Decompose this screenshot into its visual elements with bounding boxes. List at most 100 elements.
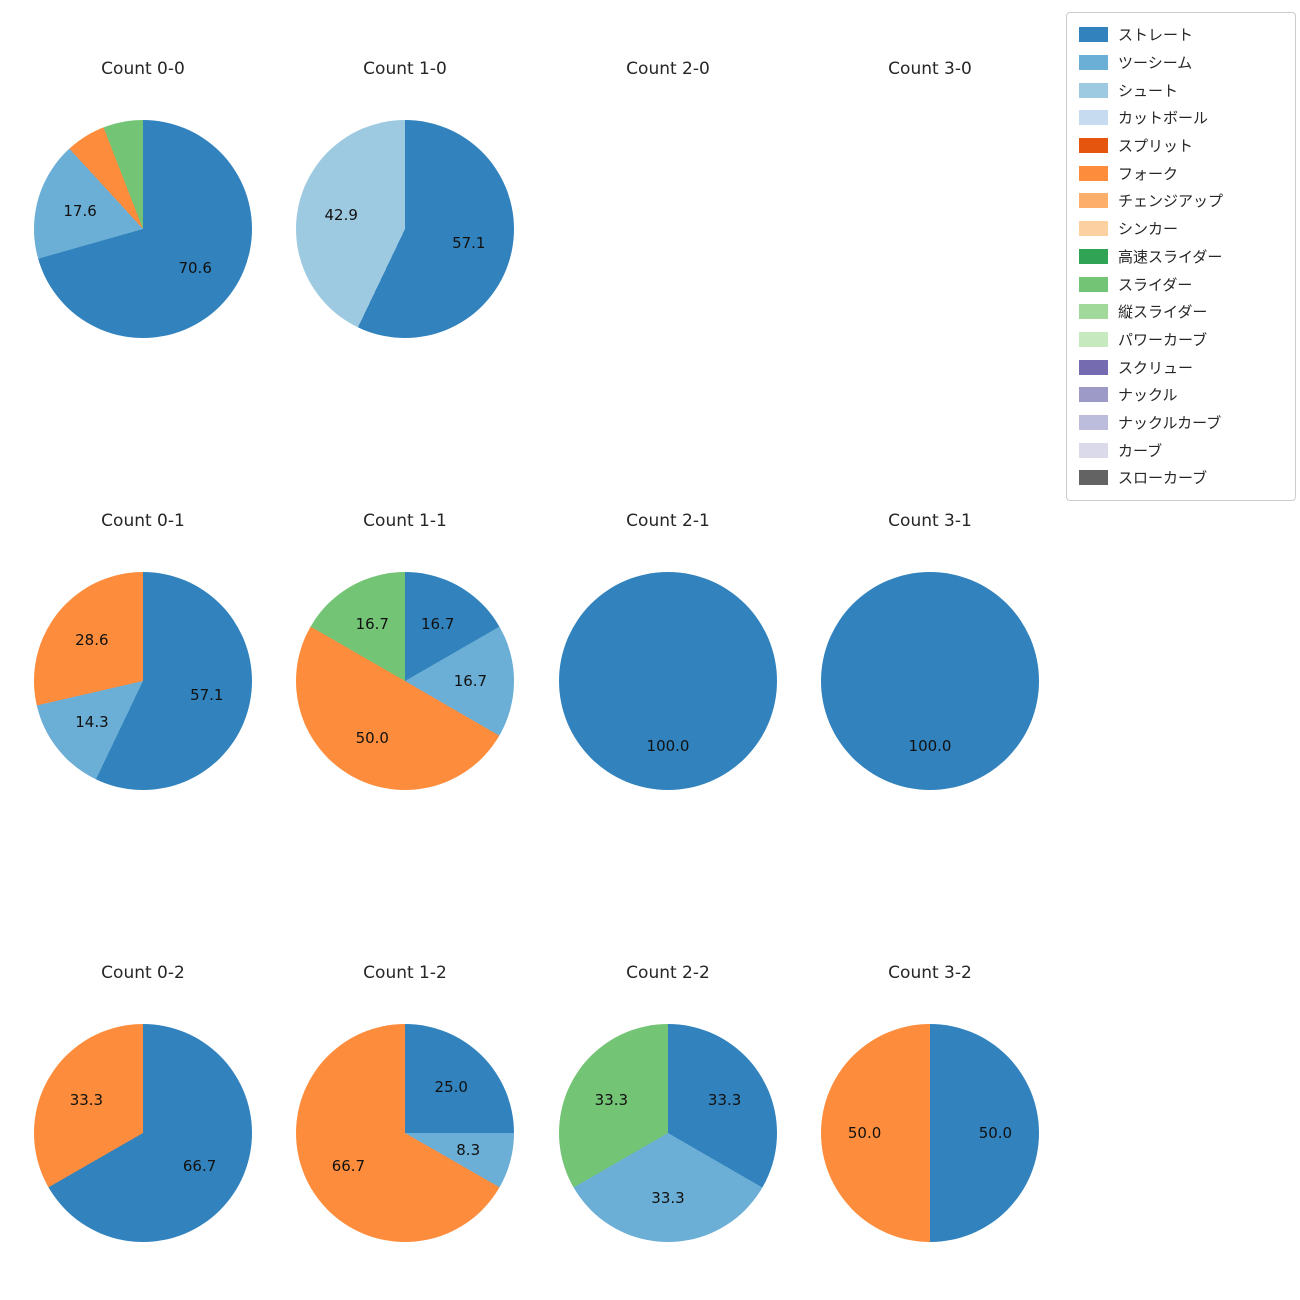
pie-percent-label: 66.7 <box>182 1156 217 1175</box>
pie-chart: 25.0 8.3 66.7 <box>296 1024 514 1242</box>
legend-label: ナックル <box>1118 386 1178 405</box>
legend-label: シンカー <box>1118 220 1179 239</box>
legend-item: 縦スライダー <box>1079 298 1283 326</box>
legend-item: パワーカーブ <box>1079 326 1283 354</box>
pie-percent-label: 17.6 <box>63 202 97 221</box>
chart-cell-count-1-1: Count 1-1 16.7 16.7 50.0 16.7 <box>275 509 535 790</box>
pie-chart: 50.0 50.0 <box>821 1024 1039 1242</box>
legend-color-swatch <box>1079 82 1108 98</box>
legend-color-swatch <box>1079 165 1108 181</box>
pie-percent-label: 28.6 <box>75 631 109 650</box>
chart-title: Count 2-1 <box>626 511 710 531</box>
legend-item: ツーシーム <box>1079 49 1283 77</box>
chart-title: Count 2-0 <box>626 59 710 79</box>
pie-percent-label: 50.0 <box>978 1124 1013 1142</box>
legend-item: スクリュー <box>1079 353 1283 381</box>
pie-chart: 100.0 <box>821 572 1039 790</box>
legend-color-swatch <box>1079 193 1108 209</box>
pie-percent-label: 42.9 <box>324 205 358 224</box>
legend-item: ナックルカーブ <box>1079 409 1283 437</box>
pie-chart: 57.1 14.3 28.6 <box>34 572 252 790</box>
pie-percent-label: 33.3 <box>707 1091 742 1110</box>
pie-chart: 57.1 42.9 <box>296 120 514 338</box>
pie-percent-label: 16.7 <box>453 672 488 691</box>
pie-percent-label: 57.1 <box>190 686 224 705</box>
chart-title: Count 2-2 <box>626 963 710 983</box>
chart-title: Count 1-2 <box>363 963 447 983</box>
legend-item: 高速スライダー <box>1079 243 1283 271</box>
pie-percent-label: 70.6 <box>178 259 212 278</box>
pie-percent-label: 25.0 <box>434 1077 468 1096</box>
legend-item: スライダー <box>1079 270 1283 298</box>
legend-color-swatch <box>1079 27 1108 43</box>
pie-percent-label: 8.3 <box>456 1140 481 1159</box>
legend-label: スクリュー <box>1118 358 1194 377</box>
legend-label: シュート <box>1118 81 1179 100</box>
pie-chart: 16.7 16.7 50.0 16.7 <box>296 572 514 790</box>
chart-title: Count 3-1 <box>888 511 972 531</box>
legend-label: パワーカーブ <box>1118 330 1208 349</box>
legend-item: カーブ <box>1079 436 1283 464</box>
legend-label: スローカーブ <box>1118 469 1208 488</box>
legend-item: スローカーブ <box>1079 464 1283 492</box>
pie-chart: 70.6 17.6 <box>34 120 252 338</box>
legend-color-swatch <box>1079 331 1108 347</box>
legend-label: 縦スライダー <box>1118 303 1208 322</box>
legend-item: チェンジアップ <box>1079 187 1283 215</box>
pie-percent-label: 50.0 <box>355 728 389 747</box>
chart-title: Count 1-0 <box>363 59 447 79</box>
pie-percent-label: 33.3 <box>594 1091 629 1110</box>
pie-percent-label: 57.1 <box>452 234 486 253</box>
legend-color-swatch <box>1079 110 1108 126</box>
legend-color-swatch <box>1079 304 1108 320</box>
pie-percent-label: 33.3 <box>69 1091 104 1110</box>
pie-percent-label: 100.0 <box>908 737 952 756</box>
chart-title: Count 3-2 <box>888 963 972 983</box>
chart-cell-count-3-1: Count 3-1 100.0 <box>800 509 1060 790</box>
legend-label: チェンジアップ <box>1118 192 1224 211</box>
pie-percent-label: 16.7 <box>355 615 389 634</box>
legend-label: フォーク <box>1118 164 1179 183</box>
chart-cell-count-2-0: Count 2-0 <box>538 57 798 81</box>
chart-cell-count-3-0: Count 3-0 <box>800 57 1060 81</box>
chart-cell-count-2-2: Count 2-2 33.3 33.3 33.3 <box>538 961 798 1242</box>
legend-label: スライダー <box>1118 275 1193 294</box>
chart-cell-count-2-1: Count 2-1 100.0 <box>538 509 798 790</box>
legend-item: シュート <box>1079 76 1283 104</box>
legend-label: カットボール <box>1118 109 1209 128</box>
pie-chart: 66.7 33.3 <box>34 1024 252 1242</box>
pie-chart: 100.0 <box>559 572 777 790</box>
pie-percent-label: 33.3 <box>651 1189 685 1208</box>
pie-percent-label: 100.0 <box>646 737 690 756</box>
legend-item: シンカー <box>1079 215 1283 243</box>
pie-chart: 33.3 33.3 33.3 <box>559 1024 777 1242</box>
legend-color-swatch <box>1079 276 1108 292</box>
legend-color-swatch <box>1079 221 1108 237</box>
chart-cell-count-0-1: Count 0-1 57.1 14.3 28.6 <box>13 509 273 790</box>
chart-cell-count-3-2: Count 3-2 50.0 50.0 <box>800 961 1060 1242</box>
pie-percent-label: 14.3 <box>75 712 109 731</box>
chart-title: Count 3-0 <box>888 59 972 79</box>
legend-label: カーブ <box>1118 441 1163 460</box>
legend-label: ストレート <box>1118 26 1194 45</box>
chart-title: Count 0-0 <box>101 59 185 79</box>
chart-cell-count-0-0: Count 0-0 70.6 17.6 <box>13 57 273 338</box>
legend-color-swatch <box>1079 470 1108 486</box>
legend-color-swatch <box>1079 442 1108 458</box>
legend-item: スプリット <box>1079 132 1283 160</box>
legend-item: カットボール <box>1079 104 1283 132</box>
legend-color-swatch <box>1079 55 1108 71</box>
legend-color-swatch <box>1079 248 1108 264</box>
legend-label: ツーシーム <box>1118 54 1193 73</box>
legend-item: フォーク <box>1079 159 1283 187</box>
legend-item: ナックル <box>1079 381 1283 409</box>
legend-label: スプリット <box>1118 137 1194 156</box>
chart-title: Count 1-1 <box>363 511 447 531</box>
chart-cell-count-0-2: Count 0-2 66.7 33.3 <box>13 961 273 1242</box>
chart-title: Count 0-2 <box>101 963 185 983</box>
legend-color-swatch <box>1079 138 1108 154</box>
legend-item: ストレート <box>1079 21 1283 49</box>
legend-label: 高速スライダー <box>1118 247 1223 266</box>
pie-percent-label: 16.7 <box>421 615 455 634</box>
